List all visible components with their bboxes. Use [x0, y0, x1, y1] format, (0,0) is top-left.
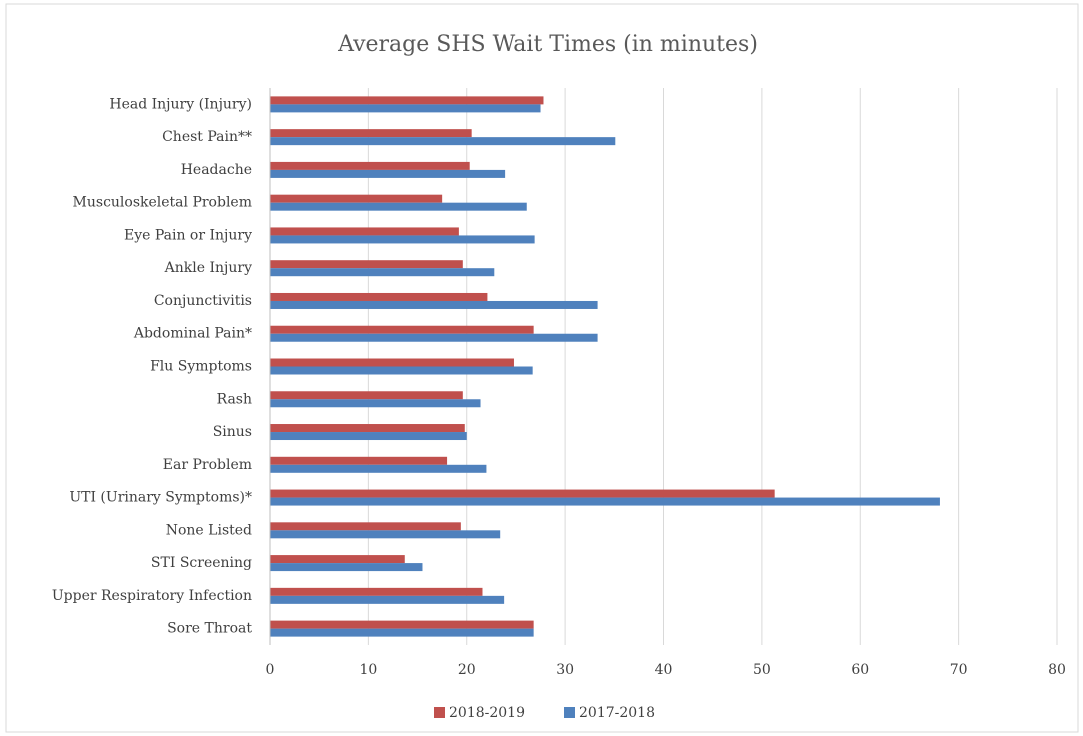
bar	[270, 227, 459, 236]
bar	[270, 194, 443, 203]
bar	[270, 161, 470, 170]
bar	[270, 628, 534, 637]
y-tick-label: Musculoskeletal Problem	[73, 195, 252, 211]
bar	[270, 96, 544, 105]
x-tick-label: 80	[1048, 662, 1066, 678]
bar	[270, 137, 616, 146]
y-tick-label: Sinus	[213, 424, 252, 440]
y-tick-label: Chest Pain**	[162, 129, 252, 145]
bar	[270, 129, 472, 138]
y-tick-label: Ankle Injury	[164, 260, 252, 276]
y-tick-label: Conjunctivitis	[154, 293, 252, 309]
y-tick-label: Ear Problem	[163, 457, 252, 473]
bar	[270, 563, 423, 572]
bar	[270, 104, 541, 113]
bar	[270, 587, 483, 596]
bar	[270, 235, 535, 244]
y-tick-label: Headache	[181, 162, 252, 178]
legend-swatch	[564, 707, 575, 718]
bar	[270, 300, 598, 309]
x-tick-label: 40	[655, 662, 673, 678]
legend-label: 2018-2019	[449, 705, 525, 721]
legend-swatch	[434, 707, 445, 718]
x-tick-label: 50	[753, 662, 771, 678]
y-tick-label: Sore Throat	[167, 621, 252, 637]
bar	[270, 555, 405, 564]
y-tick-label: Rash	[217, 391, 252, 407]
bar	[270, 325, 534, 334]
bar	[270, 268, 495, 277]
y-tick-label: Head Injury (Injury)	[109, 96, 252, 112]
bar	[270, 399, 481, 408]
bar	[270, 292, 488, 301]
bar	[270, 530, 501, 539]
y-tick-label: Upper Respiratory Infection	[52, 588, 252, 604]
bar	[270, 595, 505, 604]
x-tick-label: 60	[851, 662, 869, 678]
y-tick-label: UTI (Urinary Symptoms)*	[69, 490, 252, 506]
y-tick-label: None Listed	[166, 522, 252, 538]
bar	[270, 202, 527, 211]
x-tick-label: 0	[266, 662, 275, 678]
bar	[270, 333, 598, 342]
bar	[270, 456, 448, 465]
bar	[270, 497, 940, 506]
bar	[270, 366, 533, 375]
bar	[270, 391, 463, 400]
y-tick-label: Abdominal Pain*	[133, 326, 252, 342]
y-tick-label: STI Screening	[151, 555, 252, 571]
bar	[270, 464, 487, 473]
x-tick-label: 20	[458, 662, 476, 678]
x-tick-label: 30	[556, 662, 574, 678]
bar	[270, 169, 506, 178]
x-tick-label: 10	[359, 662, 377, 678]
bar	[270, 260, 463, 269]
x-tick-label: 70	[950, 662, 968, 678]
legend-label: 2017-2018	[579, 705, 655, 721]
y-tick-label: Flu Symptoms	[150, 359, 252, 375]
bar	[270, 432, 467, 441]
bar	[270, 358, 514, 367]
bar	[270, 620, 534, 629]
chart-title: Average SHS Wait Times (in minutes)	[337, 32, 758, 57]
bar	[270, 424, 465, 433]
chart-border	[5, 3, 1079, 733]
bar	[270, 522, 461, 531]
y-tick-label: Eye Pain or Injury	[124, 227, 252, 243]
bar	[270, 489, 775, 498]
